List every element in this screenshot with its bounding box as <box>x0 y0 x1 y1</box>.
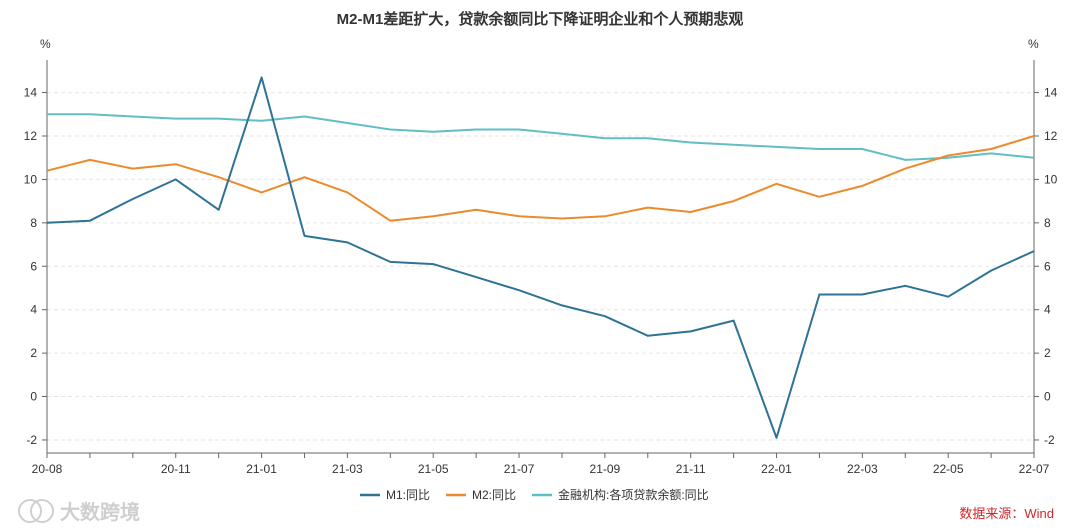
x-tick-label: 20-08 <box>32 462 63 476</box>
x-tick-label: 22-07 <box>1019 462 1050 476</box>
x-tick-label: 22-01 <box>761 462 792 476</box>
x-tick-label: 21-05 <box>418 462 449 476</box>
x-tick-label: 22-03 <box>847 462 878 476</box>
y-tick-label-left: 10 <box>24 172 38 186</box>
y-tick-label-right: 4 <box>1044 303 1051 317</box>
x-tick-label: 21-09 <box>590 462 621 476</box>
series-lines <box>46 76 1035 439</box>
legend-label: M2:同比 <box>472 488 516 502</box>
chart-title: M2-M1差距扩大，贷款余额同比下降证明企业和个人预期悲观 <box>337 10 744 28</box>
series-line-0 <box>46 76 1035 439</box>
data-source: 数据来源：Wind <box>959 506 1054 521</box>
legend-label: M1:同比 <box>386 488 430 502</box>
y-tick-label-left: 14 <box>24 86 38 100</box>
y-tick-label-right: 14 <box>1044 86 1058 100</box>
series-line-2 <box>47 113 1035 161</box>
grid-lines <box>47 92 1034 441</box>
x-tick-label: 21-07 <box>504 462 535 476</box>
y-tick-label-left: 12 <box>24 129 38 143</box>
y-tick-labels: -2 -2 0 0 2 2 4 4 6 6 8 8 10 10 12 12 14 14 <box>24 86 1058 447</box>
x-tick-labels: 20-08 20-11 21-01 21-03 21-05 21-07 21-09 21-11… <box>32 462 1050 476</box>
y-tick-label-right: 12 <box>1044 129 1058 143</box>
watermark: 大数跨境 <box>18 499 140 524</box>
axes <box>42 60 1039 458</box>
y-tick-label-right: 2 <box>1044 346 1051 360</box>
y-tick-label-right: 8 <box>1044 216 1051 230</box>
y-tick-label-right: -2 <box>1044 433 1055 447</box>
y-tick-label-left: 2 <box>30 346 37 360</box>
y-tick-label-right: 6 <box>1044 259 1051 273</box>
watermark-logo-icon <box>18 499 54 523</box>
y-tick-label-left: 8 <box>30 216 37 230</box>
watermark-text: 大数跨境 <box>60 500 140 524</box>
y-tick-label-right: 0 <box>1044 390 1051 404</box>
y-tick-label-left: -2 <box>26 433 37 447</box>
x-tick-label: 21-03 <box>332 462 363 476</box>
y-tick-label-left: 6 <box>30 259 37 273</box>
x-tick-label: 21-01 <box>246 462 277 476</box>
y-tick-label-left: 4 <box>30 303 37 317</box>
y-tick-label-right: 10 <box>1044 172 1058 186</box>
y-tick-label-left: 0 <box>30 390 37 404</box>
x-tick-label: 21-11 <box>676 462 706 476</box>
series-line-1 <box>46 135 1035 222</box>
left-axis-unit: % <box>40 37 51 51</box>
legend-label: 金融机构:各项贷款余额:同比 <box>558 487 709 502</box>
right-axis-unit: % <box>1028 37 1039 51</box>
x-tick-label: 22-05 <box>933 462 964 476</box>
legend: M1:同比 M2:同比 金融机构:各项贷款余额:同比 <box>360 487 709 502</box>
x-tick-label: 20-11 <box>161 462 191 476</box>
